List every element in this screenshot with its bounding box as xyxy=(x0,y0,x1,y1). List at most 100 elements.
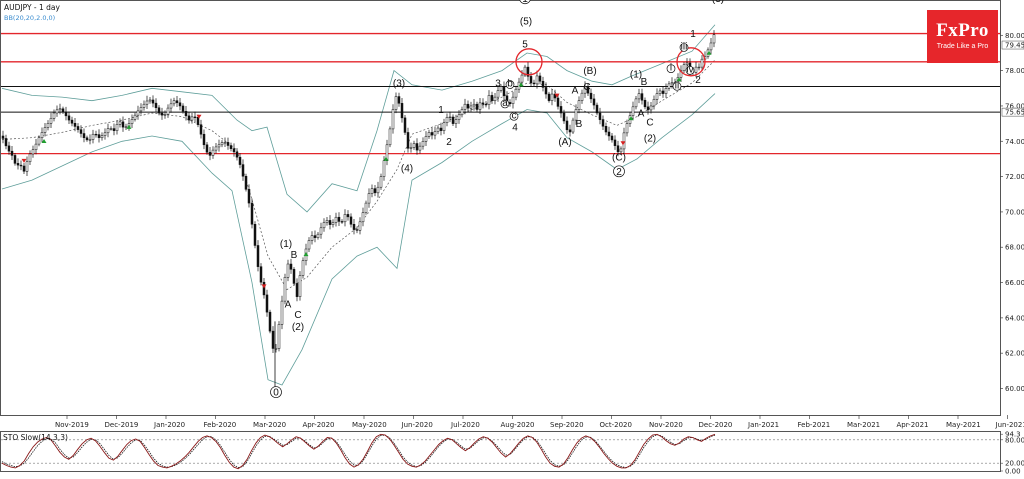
candle-body xyxy=(187,115,191,121)
candle-body xyxy=(568,129,572,133)
candle-body xyxy=(148,99,152,102)
candle-body xyxy=(292,269,296,284)
candle-body xyxy=(103,132,107,136)
wave-label: (4) xyxy=(401,163,413,174)
stoch-tick-label: 80.00 xyxy=(1005,436,1024,444)
y-tick-label: 66.00 xyxy=(1005,279,1024,287)
y-tick-label: 72.00 xyxy=(1005,173,1024,181)
x-tick-label: Jun-2020 xyxy=(401,421,433,429)
candle-body xyxy=(418,145,422,151)
candle-body xyxy=(448,116,452,119)
candle-body xyxy=(250,202,254,225)
stoch-tick-label: 0.00 xyxy=(1005,468,1021,476)
candle-body xyxy=(340,221,344,223)
logo-brand: FxPro xyxy=(936,20,989,41)
candle-body xyxy=(43,127,47,133)
up-arrow-mark xyxy=(383,156,389,161)
wave-labels: 1(5)5(3)1(3)3bac412(4)(B)ACB(A)(C)2(1)BA… xyxy=(270,0,724,399)
candle-body xyxy=(466,103,470,109)
candle-body xyxy=(595,104,599,114)
candle-body xyxy=(349,216,353,225)
down-arrow-mark xyxy=(261,284,267,289)
candle-body xyxy=(205,144,209,153)
up-arrow-mark xyxy=(126,124,132,129)
x-tick-label: Oct-2020 xyxy=(600,421,632,429)
signal-arrows xyxy=(21,50,712,289)
candle-body xyxy=(16,163,20,166)
candle-body xyxy=(112,128,116,131)
candle-body xyxy=(583,86,587,94)
candle-body xyxy=(415,143,419,151)
candle-body xyxy=(181,105,185,112)
candle-body xyxy=(649,105,653,111)
candle-body xyxy=(661,90,665,94)
down-arrow-mark xyxy=(21,158,27,163)
candle-body xyxy=(631,106,635,116)
candle-body xyxy=(700,58,704,68)
candle-body xyxy=(463,103,467,110)
wave-label: (1) xyxy=(280,239,292,250)
down-arrow-mark xyxy=(196,114,202,119)
wave-label: 4 xyxy=(512,123,518,134)
wave-label-circle xyxy=(685,66,695,75)
candle-body xyxy=(709,42,713,51)
candle-body xyxy=(622,132,626,150)
candle-body xyxy=(382,160,386,177)
candle-body xyxy=(538,75,542,82)
candlestick-series xyxy=(1,30,716,393)
stoch-plot-border xyxy=(0,431,1001,472)
candle-body xyxy=(190,116,194,121)
wave-label-circle xyxy=(613,165,625,178)
candle-body xyxy=(25,161,29,172)
candle-body xyxy=(571,119,575,133)
candle-body xyxy=(439,127,443,131)
candle-body xyxy=(151,99,155,104)
up-arrow-mark xyxy=(303,252,309,257)
candle-body xyxy=(301,260,305,276)
wave-label: (A) xyxy=(558,137,571,148)
candle-body xyxy=(211,149,215,156)
candle-body xyxy=(634,98,638,108)
candle-body xyxy=(133,114,137,120)
candle-body xyxy=(331,222,335,225)
wave-label-circle xyxy=(672,81,682,91)
candle-body xyxy=(223,142,227,144)
candle-body xyxy=(7,145,11,152)
candle-body xyxy=(130,119,134,124)
wave-label: (C) xyxy=(612,153,626,164)
candle-body xyxy=(604,126,608,133)
x-tick-label: Jul-2020 xyxy=(450,421,480,429)
wave-label: iii xyxy=(681,41,688,52)
x-tick-label: Feb-2021 xyxy=(798,421,831,429)
candle-body xyxy=(175,100,179,104)
candle-body xyxy=(145,100,149,105)
candle-body xyxy=(445,117,449,123)
candle-body xyxy=(10,150,14,156)
candle-body xyxy=(388,128,392,146)
candle-body xyxy=(97,134,101,138)
wave-label: 1 xyxy=(438,105,444,116)
wave-label: i xyxy=(670,63,672,74)
candle-body xyxy=(394,96,398,110)
candle-body xyxy=(265,294,269,313)
candle-body xyxy=(610,135,614,141)
candle-body xyxy=(217,144,221,148)
candle-body xyxy=(592,98,596,106)
wave-label-circle xyxy=(500,99,510,109)
candle-body xyxy=(91,133,95,140)
wave-label: a xyxy=(502,98,508,109)
y-tick-label: 62.00 xyxy=(1005,350,1024,358)
candle-body xyxy=(532,82,536,85)
candle-body xyxy=(283,277,287,302)
candle-body xyxy=(484,103,488,106)
candle-body xyxy=(427,132,431,137)
candle-body xyxy=(352,224,356,230)
candle-body xyxy=(28,153,32,163)
candle-body xyxy=(235,151,239,158)
wave-label: 5 xyxy=(522,40,528,51)
candle-body xyxy=(277,324,281,349)
candle-body xyxy=(136,110,140,116)
candle-body xyxy=(82,133,86,138)
candle-body xyxy=(640,93,644,101)
candle-body xyxy=(535,75,539,85)
